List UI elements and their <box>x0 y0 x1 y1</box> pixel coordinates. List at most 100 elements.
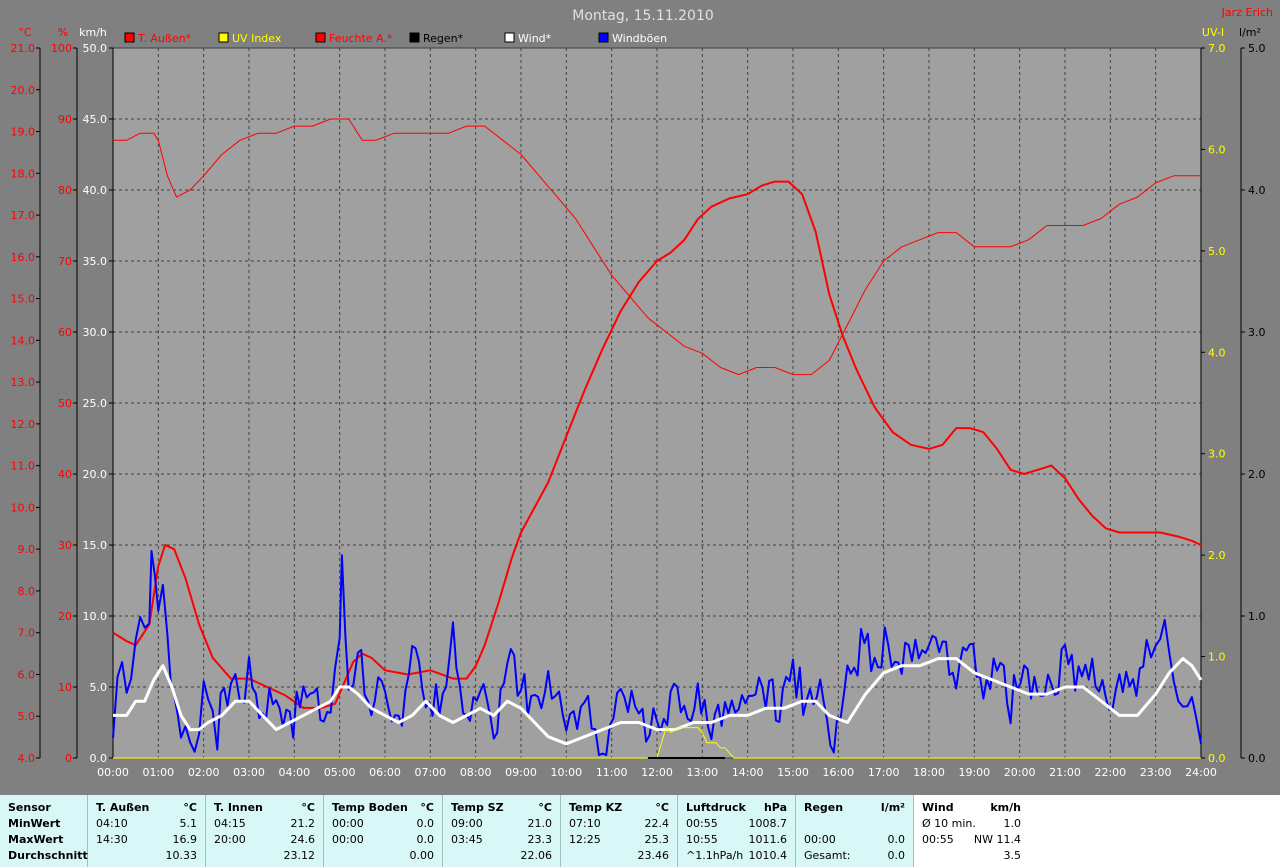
y-tick-label: 4.0 <box>18 752 36 765</box>
stat-cell: 07:10 <box>569 817 601 830</box>
stat-cell: Regen <box>804 801 844 814</box>
stat-cell: Luftdruck <box>686 801 746 814</box>
stat-cell: 04:15 <box>214 817 246 830</box>
stat-cell: 16.9 <box>172 833 198 846</box>
stat-cell: 20:00 <box>214 833 246 846</box>
legend-entry: T. Außen* <box>137 32 192 45</box>
y-tick-label: 2.0 <box>1248 468 1266 481</box>
legend-swatch <box>218 32 229 43</box>
x-tick-label: 18:00 <box>913 766 945 779</box>
y-tick-label: 9.0 <box>18 543 36 556</box>
x-tick-label: 15:00 <box>777 766 809 779</box>
legend: T. Außen* UV Index Feuchte A.* Regen* Wind* W… <box>124 32 667 45</box>
y-tick-label: 5.0 <box>18 710 36 723</box>
stat-column: T. Innen °C 04:15 20:00 21.2 24.6 23.12 <box>206 795 324 867</box>
axis-unit-label: UV-I <box>1202 26 1224 39</box>
stat-cell: 0.0 <box>416 833 435 846</box>
y-tick-label: 10.0 <box>83 610 108 623</box>
y-tick-label: 10.0 <box>11 501 36 514</box>
stat-column: Regen l/m² 00:00 Gesamt: 0.0 0.0 <box>796 795 914 867</box>
y-tick-label: 17.0 <box>11 209 36 222</box>
y-tick-label: 15.0 <box>11 293 36 306</box>
author-label: Jarz Erich <box>1221 6 1273 19</box>
stat-cell: 00:55 <box>686 817 718 830</box>
stat-cell: T. Außen <box>96 801 150 814</box>
y-tick-label: 13.0 <box>11 376 36 389</box>
axis-unit-label: % <box>58 26 68 39</box>
stat-cell: 3.5 <box>1003 849 1022 862</box>
axis-unit-label: l/m² <box>1239 26 1261 39</box>
x-tick-label: 24:00 <box>1185 766 1217 779</box>
y-tick-label: 7.0 <box>1208 42 1226 55</box>
y-tick-label: 0.0 <box>1248 752 1266 765</box>
stat-cell: °C <box>183 801 197 814</box>
y-tick-label: 70 <box>58 255 72 268</box>
x-tick-label: 06:00 <box>369 766 401 779</box>
stat-cell: Durchschnitt <box>8 849 88 862</box>
stat-cell: °C <box>538 801 552 814</box>
y-tick-label: 50.0 <box>83 42 108 55</box>
y-tick-label: 4.0 <box>1208 346 1226 359</box>
y-tick-label: 30 <box>58 539 72 552</box>
y-tick-label: 0 <box>65 752 72 765</box>
x-tick-label: 14:00 <box>732 766 764 779</box>
stat-column: Temp KZ °C 07:10 12:25 22.4 25.3 23.46 <box>561 795 678 867</box>
y-tick-label: 5.0 <box>90 681 108 694</box>
legend-entry: Wind* <box>518 32 552 45</box>
stat-cell: hPa <box>763 801 787 814</box>
y-tick-label: 6.0 <box>18 668 36 681</box>
y-tick-label: 18.0 <box>11 167 36 180</box>
stat-cell: 10:55 <box>686 833 718 846</box>
x-tick-label: 12:00 <box>641 766 673 779</box>
y-tick-label: 35.0 <box>83 255 108 268</box>
stat-cell: 0.0 <box>887 849 906 862</box>
stat-cell: Temp SZ <box>451 801 504 814</box>
stat-cell: 21.0 <box>527 817 553 830</box>
stat-cell: 23.46 <box>637 849 670 862</box>
stat-cell: 1010.4 <box>748 849 788 862</box>
legend-swatch <box>124 32 135 43</box>
x-tick-label: 00:00 <box>97 766 129 779</box>
stat-cell: 22.06 <box>520 849 553 862</box>
chart-title: Montag, 15.11.2010 <box>572 8 714 24</box>
x-tick-label: 10:00 <box>550 766 582 779</box>
stat-cell: MinWert <box>8 817 61 830</box>
stat-column: Luftdruck hPa 00:55 10:55 ^1.1hPa/h 1008.7 101… <box>678 795 796 867</box>
stat-column: Sensor MinWert MaxWert Durchschnitt <box>0 795 88 867</box>
stat-cell: Sensor <box>8 801 51 814</box>
stat-cell: MaxWert <box>8 833 64 846</box>
series-line <box>112 550 1202 757</box>
y-tick-label: 15.0 <box>83 539 108 552</box>
y-tick-label: 11.0 <box>11 460 36 473</box>
stat-cell: °C <box>420 801 434 814</box>
x-tick-label: 21:00 <box>1049 766 1081 779</box>
y-tick-label: 25.0 <box>83 397 108 410</box>
y-tick-label: 40.0 <box>83 184 108 197</box>
legend-swatch <box>409 32 420 43</box>
stat-cell: 00:00 <box>332 833 364 846</box>
weather-chart: 00:00 01:00 02:00 03:00 04:00 05:00 06:00 07:00… <box>11 6 1274 779</box>
y-tick-label: 20.0 <box>83 468 108 481</box>
stat-cell: Temp Boden <box>332 801 408 814</box>
x-tick-label: 11:00 <box>596 766 628 779</box>
y-tick-label: 40 <box>58 468 72 481</box>
statistics-table: Sensor MinWert MaxWert Durchschnitt T. Außen… <box>0 795 1280 867</box>
x-tick-label: 05:00 <box>324 766 356 779</box>
y-tick-label: 1.0 <box>1248 610 1266 623</box>
stat-cell: 1008.7 <box>748 817 788 830</box>
stat-cell: 00:00 <box>804 833 836 846</box>
x-tick-label: 16:00 <box>822 766 854 779</box>
data-lines <box>112 118 1203 759</box>
legend-entry: UV Index <box>232 32 282 45</box>
stat-cell: T. Innen <box>214 801 263 814</box>
series-line <box>113 727 1201 759</box>
x-tick-label: 08:00 <box>460 766 492 779</box>
axis-unit-label: °C <box>18 26 32 39</box>
stat-cell: 04:10 <box>96 817 128 830</box>
stat-cell: 25.3 <box>644 833 670 846</box>
stat-cell: 10.33 <box>165 849 198 862</box>
stat-cell: 21.2 <box>290 817 316 830</box>
stat-cell: 09:00 <box>451 817 483 830</box>
legend-swatch <box>315 32 326 43</box>
stat-cell: NW 11.4 <box>973 833 1021 846</box>
